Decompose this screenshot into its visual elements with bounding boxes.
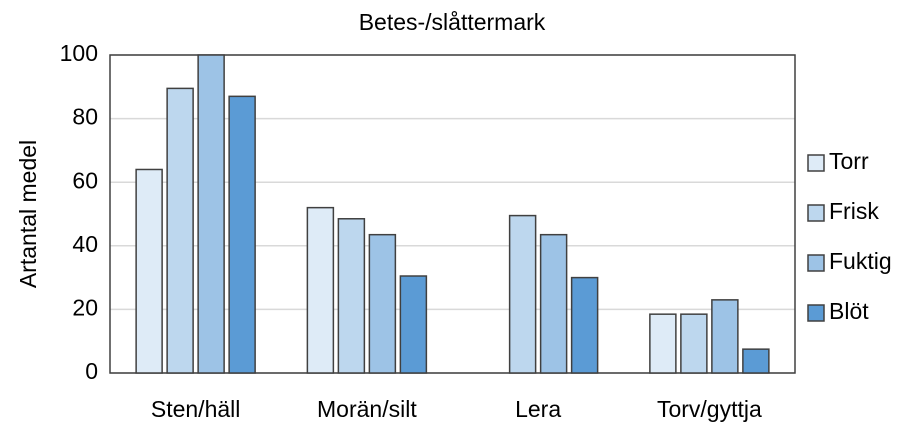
legend-label: Fuktig [829,248,892,274]
legend-swatch [807,304,825,322]
bar [197,54,225,374]
bar [711,299,739,374]
legend-label: Torr [829,148,869,174]
bar [539,233,568,374]
bar [228,95,256,374]
x-tick-label: Lera [515,396,561,422]
bar [742,348,770,374]
bar [680,313,708,374]
bar [306,206,335,374]
bar [135,168,163,374]
bar [508,214,537,374]
bar [337,218,366,374]
y-tick-label: 60 [72,167,98,193]
x-tick-label: Sten/häll [151,396,241,422]
bar [570,276,599,374]
y-tick-label: 40 [72,231,98,257]
legend-swatch [807,154,825,172]
y-tick-label: 100 [60,40,98,66]
y-tick-label: 0 [85,358,98,384]
bar [649,313,677,374]
legend-swatch [807,204,825,222]
chart-title: Betes-/slåttermark [359,9,546,35]
y-axis-label: Artantal medel [15,140,41,288]
y-tick-label: 80 [72,104,98,130]
y-tick-label: 20 [72,294,98,320]
bar [368,233,397,374]
legend-swatch [807,254,825,272]
bar [166,87,194,374]
plot-border [109,54,796,374]
legend-label: Frisk [829,198,879,224]
legend-label: Blöt [829,298,869,324]
x-tick-label: Torv/gyttja [657,396,762,422]
bar [399,275,428,374]
x-tick-label: Morän/silt [317,396,417,422]
